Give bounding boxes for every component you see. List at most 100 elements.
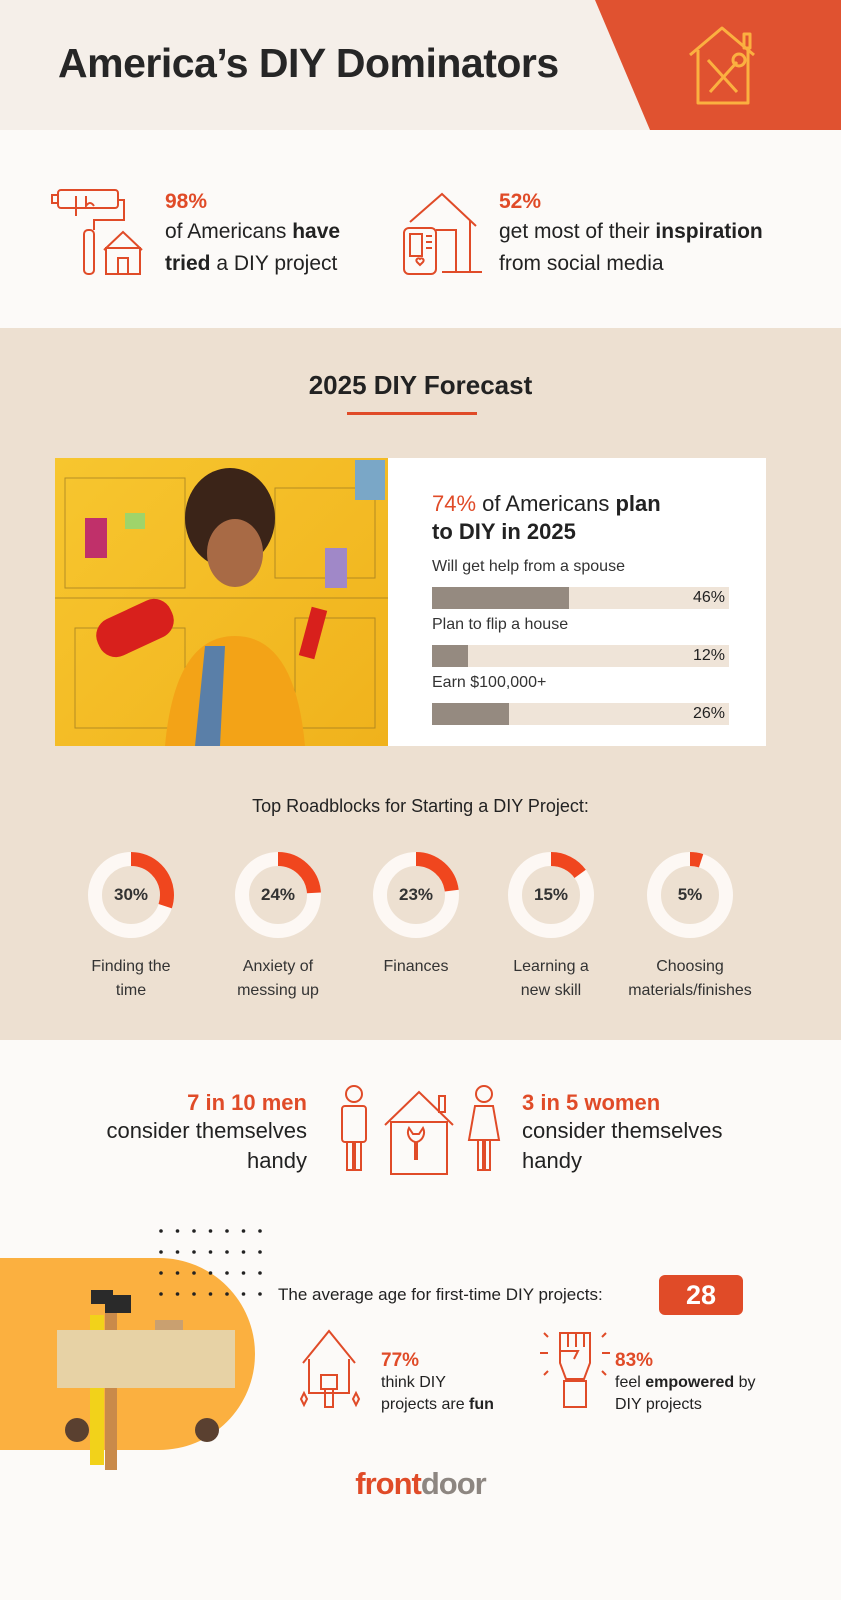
- stat-pct: 52%: [499, 190, 542, 213]
- bar-label: Plan to flip a house: [432, 616, 569, 633]
- headline-text: of Americans: [476, 491, 616, 516]
- women-line: consider themselves: [522, 1118, 723, 1143]
- bar-label: Will get help from a spouse: [432, 558, 625, 575]
- house-tools-icon: [689, 26, 755, 105]
- stat-text-bold: tried: [165, 252, 211, 275]
- stat-text-bold: inspiration: [655, 220, 763, 243]
- donut-segment: [508, 852, 594, 938]
- men-line: handy: [247, 1148, 307, 1173]
- empowered-bold: empowered: [645, 1374, 735, 1391]
- dot: [241, 1292, 246, 1296]
- empowered-text: feel: [615, 1374, 646, 1391]
- man-icon: [341, 1085, 367, 1171]
- bar-fill: [432, 645, 468, 667]
- stat-text-part: a DIY project: [210, 252, 338, 275]
- stat-text-part: from social media: [499, 252, 664, 275]
- dot: [159, 1250, 163, 1254]
- dot: [175, 1292, 180, 1296]
- fun-pct: 77%: [381, 1350, 420, 1371]
- donut-pct: 23%: [398, 885, 434, 904]
- donut-segment: [373, 852, 459, 938]
- dot: [208, 1292, 213, 1296]
- dot: [192, 1271, 196, 1275]
- age-badge: 28: [659, 1275, 743, 1315]
- donut-label: Finances: [351, 955, 481, 979]
- stat-text: of Americans have tried a DIY project: [165, 216, 340, 280]
- bar-pct: 26%: [692, 705, 725, 722]
- stat-pct: 98%: [165, 190, 208, 213]
- donut-chart: [647, 852, 733, 938]
- forecast-headline: 74% of Americans plan to DIY in 2025: [432, 490, 661, 546]
- bar-pct: 12%: [692, 647, 725, 664]
- handy-icons: [341, 1085, 501, 1175]
- bar-fill: [432, 587, 569, 609]
- headline-pct: 74%: [432, 491, 477, 516]
- dot: [159, 1271, 163, 1275]
- dot: [241, 1229, 246, 1233]
- dot: [258, 1229, 262, 1233]
- donut-chart: [88, 852, 174, 938]
- fun-bold: fun: [469, 1396, 494, 1413]
- empowered-line: DIY projects: [615, 1396, 702, 1413]
- dot: [241, 1250, 246, 1254]
- house-brush-icon: [299, 1329, 361, 1408]
- donut-label-line: materials/finishes: [628, 982, 752, 999]
- header-accent: [595, 0, 841, 130]
- phone-house-icon: [403, 192, 482, 275]
- frontdoor-logo: frontdoor: [0, 1466, 841, 1502]
- dot: [208, 1229, 213, 1233]
- donut-label: Choosing materials/finishes: [625, 955, 755, 1003]
- roadblocks-title: Top Roadblocks for Starting a DIY Projec…: [252, 796, 589, 816]
- dot: [225, 1271, 229, 1275]
- dot: [175, 1271, 180, 1275]
- donut-label-line: Choosing: [656, 958, 724, 975]
- dot: [258, 1250, 262, 1254]
- headline-bold: to DIY in 2025: [432, 519, 576, 544]
- bar-label: Earn $100,000+: [432, 674, 547, 691]
- empowered-text: by: [734, 1374, 756, 1391]
- dot: [192, 1250, 196, 1254]
- stat-text-bold: have: [292, 220, 341, 243]
- donut-label-line: Finding the: [91, 958, 171, 975]
- dot: [192, 1292, 196, 1296]
- fun-stat: 77% think DIY projects are fun: [381, 1350, 494, 1416]
- dot: [225, 1229, 229, 1233]
- forecast-section: 2025 DIY Forecast 74% of Americans plan t…: [0, 328, 841, 1040]
- donut-label: Learning a new skill: [486, 955, 616, 1003]
- donut-segment: [88, 852, 174, 938]
- empowered-line: feel empowered by: [615, 1372, 756, 1394]
- dot: [175, 1229, 180, 1233]
- forecast-panel: 74% of Americans plan to DIY in 2025 Will…: [388, 458, 766, 746]
- forecast-title: 2025 DIY Forecast: [308, 370, 533, 400]
- donut-label-line: messing up: [237, 982, 319, 999]
- dot: [175, 1250, 180, 1254]
- donut-chart: [235, 852, 321, 938]
- dot: [208, 1250, 213, 1254]
- dot: [208, 1271, 213, 1275]
- donut-pct: 24%: [260, 885, 296, 904]
- donut-label-line: new skill: [520, 982, 582, 999]
- header: America’s DIY Dominators: [0, 0, 841, 130]
- donut-label: Anxiety of messing up: [213, 955, 343, 1003]
- house-wrench-icon: [384, 1090, 454, 1175]
- dot: [225, 1292, 229, 1296]
- empowered-pct: 83%: [615, 1350, 654, 1371]
- donut-label-line: Finances: [383, 958, 449, 975]
- donut-label-line: Learning a: [513, 958, 589, 975]
- woman-diy-photo: [55, 458, 388, 746]
- toolbox-photo: [57, 1290, 235, 1470]
- men-stat: 7 in 10 men consider themselves handy: [106, 1090, 307, 1176]
- stat-text-part: of Americans: [165, 220, 293, 243]
- fun-line: think DIY: [381, 1374, 446, 1391]
- donut-chart: [508, 852, 594, 938]
- dot: [258, 1292, 262, 1296]
- bar-pct: 46%: [692, 589, 725, 606]
- donut-label-line: time: [115, 982, 147, 999]
- headline-bold: plan: [615, 491, 661, 516]
- women-line: handy: [522, 1148, 582, 1173]
- donut-segment: [235, 852, 321, 938]
- dot: [159, 1292, 163, 1296]
- bar-track: 26%: [432, 703, 729, 725]
- dot: [192, 1229, 196, 1233]
- women-headline: 3 in 5 women: [522, 1090, 661, 1115]
